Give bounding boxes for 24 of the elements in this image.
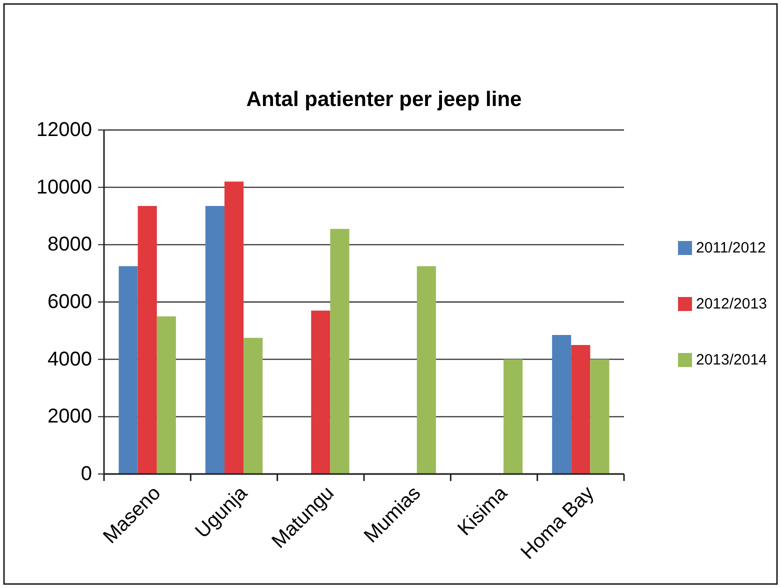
legend-label: 2013/2014	[696, 352, 767, 368]
y-tick-label: 0	[80, 463, 92, 485]
bar	[138, 206, 157, 474]
bar	[244, 338, 263, 474]
y-tick-label: 8000	[48, 234, 92, 256]
y-tick-label: 2000	[48, 406, 92, 428]
bar	[552, 334, 572, 474]
bar	[224, 182, 244, 474]
bar	[330, 228, 350, 474]
bar	[571, 345, 590, 474]
y-tick-label: 6000	[48, 291, 92, 313]
legend-label: 2012/2013	[696, 296, 767, 312]
bar	[311, 310, 330, 474]
bar	[156, 316, 176, 474]
y-tick-label: 4000	[48, 348, 92, 370]
bar	[590, 359, 610, 474]
bar	[205, 206, 224, 474]
bar	[118, 266, 138, 474]
legend-label: 2011/2012	[696, 240, 766, 256]
bar	[504, 359, 523, 474]
bar	[416, 266, 436, 474]
y-tick-label: 10000	[36, 176, 92, 198]
y-tick-label: 12000	[36, 119, 92, 141]
chart-title: Antal patienter per jeep line	[246, 88, 522, 111]
